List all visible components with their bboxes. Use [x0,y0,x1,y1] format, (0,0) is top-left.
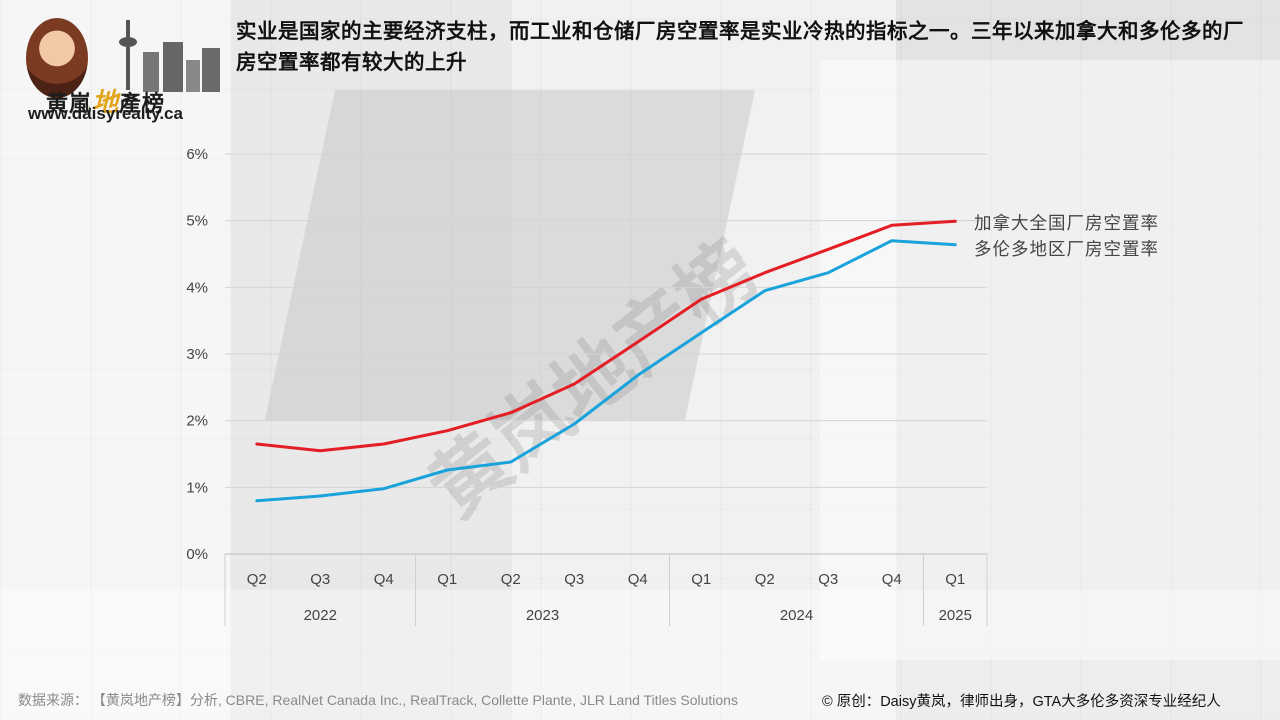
x-tick-label: Q4 [628,571,648,588]
x-tick-label: Q2 [755,571,775,588]
y-tick-label: 3% [186,346,208,363]
x-year-label: 2022 [304,607,337,624]
y-tick-label: 5% [186,213,208,230]
x-tick-label: Q2 [501,571,521,588]
legend-label: 多伦多地区厂房空置率 [974,240,1159,260]
brand-wordmark: 黄嵐地產榜 [46,88,166,118]
legend-label: 加拿大全国厂房空置率 [974,213,1159,234]
data-source-note: 数据来源： 【黄岚地产榜】分析, CBRE, RealNet Canada In… [18,692,738,708]
background-rack-shape [820,60,1280,660]
background-floor-shape [0,590,1280,720]
y-tick-label: 0% [186,546,208,563]
website-url: www.daisyrealty.ca [28,104,183,123]
x-year-label: 2023 [526,607,559,624]
y-tick-label: 4% [186,279,208,296]
x-tick-label: Q3 [310,571,330,588]
y-tick-label: 6% [186,146,208,163]
series-line [255,219,957,453]
x-tick-label: Q1 [945,571,965,588]
watermark-text: 黄岚地产榜 [412,223,775,535]
y-tick-label: 1% [186,479,208,496]
x-tick-label: Q3 [818,571,838,588]
x-year-label: 2025 [939,607,972,624]
x-tick-label: Q4 [882,571,902,588]
skyline-icon [119,20,220,92]
y-tick-label: 2% [186,413,208,430]
x-year-label: 2024 [780,607,813,624]
series-line [255,239,957,503]
x-tick-label: Q1 [691,571,711,588]
brand-logo: 黄嵐地產榜 www.daisyrealty.ca [18,12,228,124]
page-title: 实业是国家的主要经济支柱，而工业和仓储厂房空置率是实业冷热的指标之一。三年以来加… [236,19,1244,74]
x-tick-label: Q4 [374,571,394,588]
x-tick-label: Q3 [564,571,584,588]
x-tick-label: Q2 [247,571,267,588]
copyright-credit: © 原创：Daisy黄岚，律师出身，GTA大多伦多资深专业经纪人 [822,694,1221,710]
avatar [26,18,88,98]
x-tick-label: Q1 [437,571,457,588]
